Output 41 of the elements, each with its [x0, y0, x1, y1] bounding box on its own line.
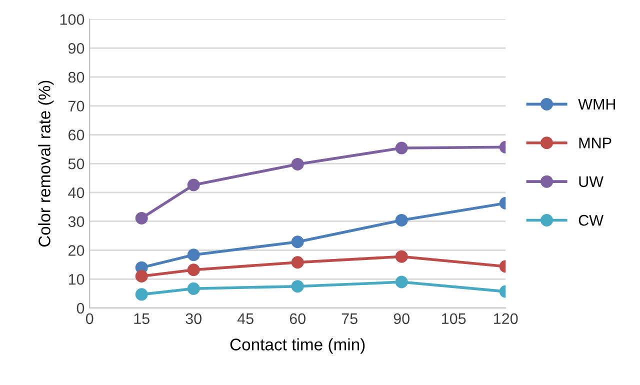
- x-tick-label: 60: [290, 313, 306, 324]
- x-axis-title: Contact time (min): [230, 338, 365, 354]
- y-tick-label: 70: [68, 100, 84, 112]
- point: [395, 142, 408, 154]
- legend-label: MNP: [579, 138, 612, 148]
- x-tick-label: 75: [342, 313, 358, 324]
- x-tick-label: 90: [394, 313, 410, 324]
- y-tick-label: 0: [76, 302, 84, 314]
- y-tick-label: 20: [68, 245, 84, 256]
- legend-label: CW: [578, 214, 604, 226]
- point: [135, 288, 148, 301]
- point: [135, 212, 148, 224]
- point: [187, 178, 200, 192]
- point: [395, 214, 408, 226]
- x-tick-label: 45: [237, 313, 254, 324]
- y-tick-label: 90: [68, 42, 84, 54]
- point: [291, 236, 304, 248]
- x-tick-label: 15: [134, 313, 150, 324]
- point: [135, 270, 148, 282]
- y-tick-label: 60: [68, 130, 84, 140]
- y-tick-label: 30: [68, 216, 84, 228]
- legend-label: UW: [579, 176, 604, 188]
- y-tick-label: 80: [68, 72, 84, 83]
- x-tick-label: 30: [186, 313, 202, 324]
- point: [187, 264, 200, 276]
- y-tick-label: 50: [68, 158, 84, 170]
- point: [291, 158, 304, 170]
- x-tick-label: 120: [494, 313, 518, 324]
- point: [291, 256, 304, 269]
- point: [395, 276, 408, 288]
- x-tick-label: 105: [442, 313, 466, 324]
- x-tick-label: 0: [86, 313, 94, 324]
- point: [187, 282, 200, 295]
- legend-label: WMH: [578, 99, 616, 110]
- point: [187, 248, 200, 262]
- y-tick-label: 40: [68, 187, 84, 198]
- point: [291, 280, 304, 293]
- point: [395, 250, 408, 263]
- y-tick-label: 10: [68, 274, 84, 285]
- y-axis-title: Color removal rate (%): [38, 80, 54, 247]
- y-tick-label: 100: [60, 14, 84, 25]
